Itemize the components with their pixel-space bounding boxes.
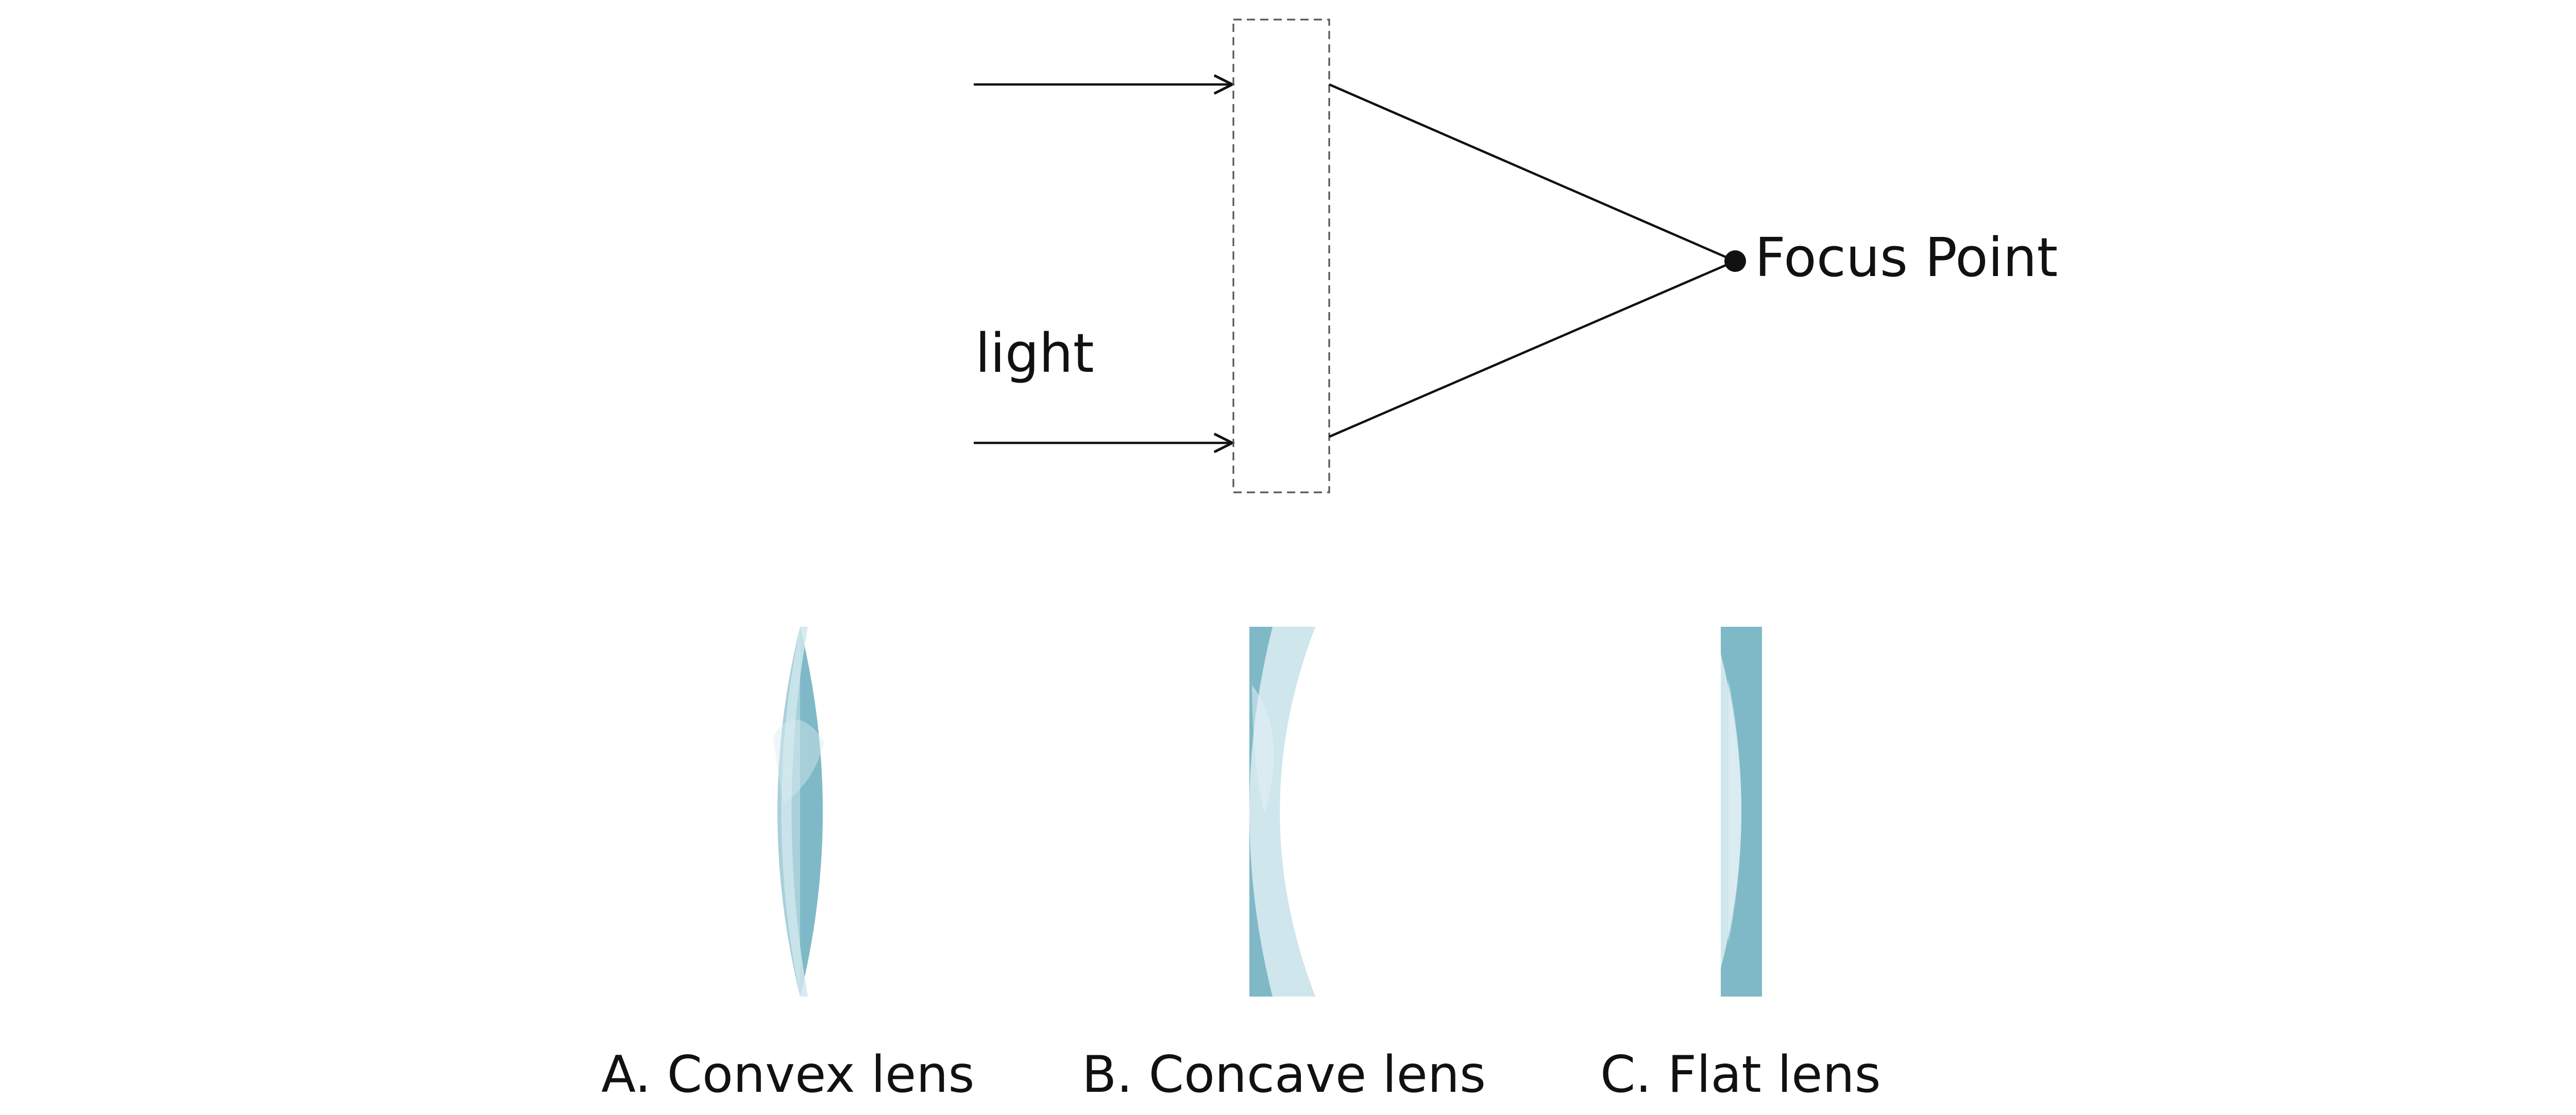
convex-lens-shine [773, 719, 824, 803]
convex-lens-highlight [781, 627, 808, 997]
option-c-flat-lens[interactable] [1721, 627, 1762, 997]
focus-point-label: Focus Point [1755, 226, 2058, 289]
option-c-label: C. Flat lens [1600, 1045, 1881, 1104]
light-label: light [975, 322, 1094, 385]
focus-point-dot [1724, 250, 1746, 272]
concave-lens-shine [1252, 685, 1274, 814]
convex-lens-dark-half [800, 627, 823, 997]
concave-lens-right-face [1280, 627, 1320, 997]
option-b-concave-lens[interactable] [1249, 627, 1320, 997]
option-a-label: A. Convex lens [601, 1045, 975, 1104]
refracted-ray-top [1329, 83, 1736, 263]
refracted-ray-bottom [1329, 260, 1736, 438]
option-b-label: B. Concave lens [1082, 1045, 1486, 1104]
option-a-convex-lens[interactable] [773, 627, 824, 997]
lens-slot [1232, 19, 1330, 493]
flat-lens-shine [1728, 680, 1741, 942]
